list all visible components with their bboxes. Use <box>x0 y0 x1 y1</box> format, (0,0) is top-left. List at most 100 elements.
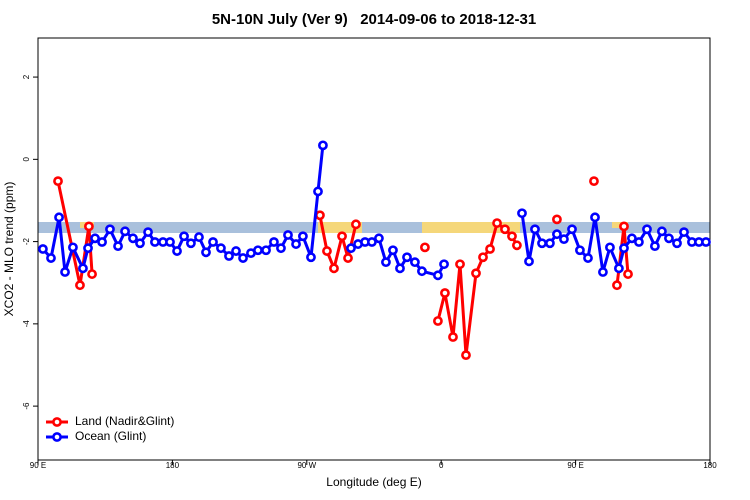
y-tick-label: 0 <box>22 157 31 162</box>
data-point <box>605 242 615 253</box>
data-point <box>388 245 398 256</box>
data-point <box>105 224 115 235</box>
surface-band <box>38 222 710 233</box>
x-tick-label: 180 <box>703 461 717 470</box>
data-point <box>367 237 377 247</box>
data-point <box>83 243 93 254</box>
x-tick-label: 90 E <box>567 461 583 470</box>
data-point <box>612 280 622 291</box>
data-point <box>478 252 488 263</box>
legend: Land (Nadir&Glint)Ocean (Glint) <box>46 414 174 443</box>
data-point <box>461 350 471 361</box>
data-point <box>179 231 189 242</box>
land-band <box>318 222 362 233</box>
data-point <box>410 257 420 268</box>
data-point <box>269 237 279 247</box>
data-point <box>623 269 633 279</box>
data-point <box>559 234 569 245</box>
y-axis-label: XCO2 - MLO trend (ppm) <box>2 182 16 317</box>
data-point <box>374 233 384 244</box>
data-point <box>84 221 94 232</box>
x-tick-label: 90 W <box>297 461 316 470</box>
x-tick-label: 180 <box>166 461 180 470</box>
series-line <box>41 145 706 277</box>
data-point <box>552 214 562 225</box>
data-point <box>46 253 56 263</box>
legend-marker <box>52 417 62 427</box>
y-tick-label: -2 <box>22 237 31 245</box>
data-point <box>351 219 361 230</box>
chart-title: 5N-10N July (Ver 9) 2014-09-06 to 2018-1… <box>212 11 536 28</box>
data-point <box>417 266 427 277</box>
data-point <box>545 238 555 249</box>
data-point <box>87 269 97 279</box>
data-point <box>598 267 608 277</box>
data-point <box>298 231 308 242</box>
legend-label: Ocean (Glint) <box>75 429 146 443</box>
data-point <box>634 237 644 247</box>
y-tick-label: 2 <box>22 74 31 79</box>
data-point <box>575 245 585 256</box>
data-point <box>143 227 153 238</box>
data-point <box>53 176 63 187</box>
data-point <box>657 226 667 237</box>
data-point <box>537 238 547 249</box>
data-point <box>208 237 218 247</box>
data-point <box>517 208 527 219</box>
data-point <box>60 267 70 277</box>
data-point <box>471 268 481 279</box>
data-point <box>78 263 88 274</box>
data-point <box>337 231 347 242</box>
data-point <box>283 230 293 240</box>
series-line <box>56 180 630 357</box>
data-point <box>439 259 449 270</box>
data-point <box>313 186 323 197</box>
data-point <box>224 251 234 261</box>
ocean-band <box>38 222 710 233</box>
data-point <box>492 218 502 228</box>
data-point <box>253 245 263 256</box>
data-point <box>395 263 405 274</box>
data-point <box>165 237 175 247</box>
data-point <box>201 247 211 258</box>
data-point <box>172 246 182 256</box>
data-point <box>500 224 510 235</box>
data-point <box>619 243 629 254</box>
data-point <box>507 231 517 242</box>
data-point <box>216 243 226 254</box>
data-point <box>318 140 328 151</box>
data-point <box>238 253 248 263</box>
x-axis-label: Longitude (deg E) <box>326 475 421 489</box>
plot-frame <box>37 37 711 461</box>
data-point <box>194 232 204 242</box>
data-point <box>590 212 600 223</box>
data-point <box>120 226 130 237</box>
data-point <box>128 233 138 244</box>
data-point <box>346 243 356 254</box>
data-point <box>664 233 674 244</box>
data-point <box>433 270 443 281</box>
data-point <box>455 259 465 270</box>
data-point <box>583 253 593 263</box>
y-tick-label: -4 <box>22 320 31 328</box>
data-point <box>135 238 145 249</box>
data-point <box>420 242 430 253</box>
data-point <box>485 244 495 254</box>
data-point <box>448 332 458 342</box>
data-point <box>38 244 48 254</box>
data-point <box>306 252 316 263</box>
data-point <box>567 224 577 235</box>
data-point <box>90 233 100 244</box>
data-point <box>322 246 332 256</box>
data-point <box>614 263 624 274</box>
data-point <box>402 252 412 263</box>
data-point <box>276 243 286 254</box>
data-point <box>381 257 391 268</box>
data-point <box>589 176 599 187</box>
data-point <box>552 229 562 240</box>
data-point <box>343 253 353 263</box>
data-point <box>672 238 682 249</box>
data-point <box>54 212 64 223</box>
data-point <box>626 233 637 244</box>
